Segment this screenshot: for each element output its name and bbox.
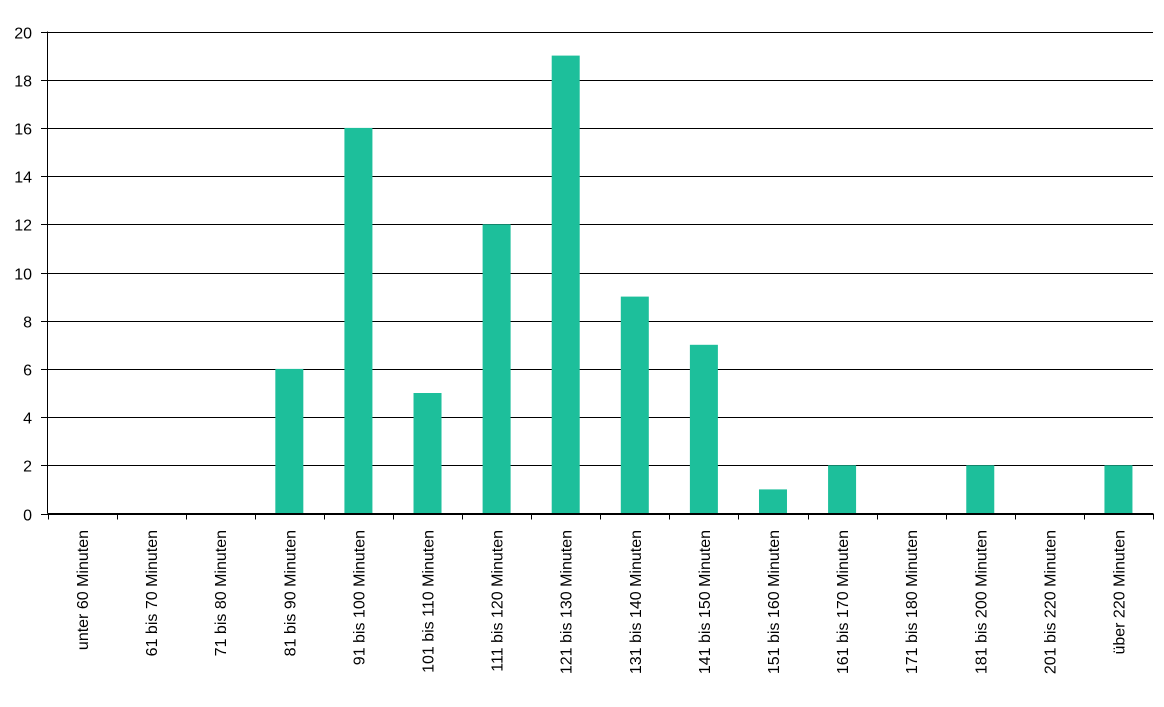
y-tick-label: 16	[14, 122, 32, 139]
y-tick-label: 4	[23, 411, 32, 428]
bars	[275, 55, 1133, 514]
bar	[828, 465, 857, 514]
x-tick-label: 91 bis 100 Minuten	[351, 530, 368, 665]
bar	[758, 489, 787, 514]
x-tick-label: 101 bis 110 Minuten	[421, 530, 438, 673]
y-tick-label: 8	[23, 315, 32, 332]
bar	[344, 127, 373, 514]
y-tick-label: 10	[14, 267, 32, 284]
gridlines	[41, 32, 1153, 515]
bar	[1104, 465, 1133, 514]
x-tick-label: 201 bis 220 Minuten	[1042, 530, 1059, 674]
y-tick-label: 0	[23, 508, 32, 525]
x-tick-label: 161 bis 170 Minuten	[835, 530, 852, 674]
x-tick-label: 171 bis 180 Minuten	[904, 530, 921, 674]
x-tick-label: über 220 Minuten	[1111, 530, 1128, 655]
y-tick-label: 2	[23, 459, 32, 476]
y-tick-label: 14	[14, 170, 32, 187]
bar	[620, 296, 649, 514]
y-tick-label: 20	[14, 26, 32, 43]
x-tick-label: 71 bis 80 Minuten	[213, 530, 230, 656]
x-tick-label: 81 bis 90 Minuten	[282, 530, 299, 656]
x-tick-label: 181 bis 200 Minuten	[973, 530, 990, 674]
axes	[47, 31, 1154, 520]
bar	[689, 344, 718, 514]
x-tick-label: unter 60 Minuten	[75, 530, 92, 650]
y-tick-label: 6	[23, 363, 32, 380]
x-tick-label: 131 bis 140 Minuten	[628, 530, 645, 674]
x-tick-label: 61 bis 70 Minuten	[144, 530, 161, 656]
y-tick-label: 12	[14, 218, 32, 235]
y-tick-label: 18	[14, 74, 32, 91]
x-tick-label: 121 bis 130 Minuten	[559, 530, 576, 674]
x-tick-labels: unter 60 Minuten 61 bis 70 Minuten 71 bis …	[75, 530, 1128, 674]
bar	[966, 465, 995, 514]
bar	[551, 55, 580, 514]
x-tick-label: 141 bis 150 Minuten	[697, 530, 714, 674]
x-tick-label: 111 bis 120 Minuten	[490, 530, 507, 672]
bar	[482, 224, 511, 514]
y-tick-labels: 0 2 4 6 8 10 12 14 16 18 20	[14, 26, 32, 525]
bar	[413, 393, 442, 514]
x-tick-label: 151 bis 160 Minuten	[766, 530, 783, 674]
bar	[275, 368, 304, 514]
